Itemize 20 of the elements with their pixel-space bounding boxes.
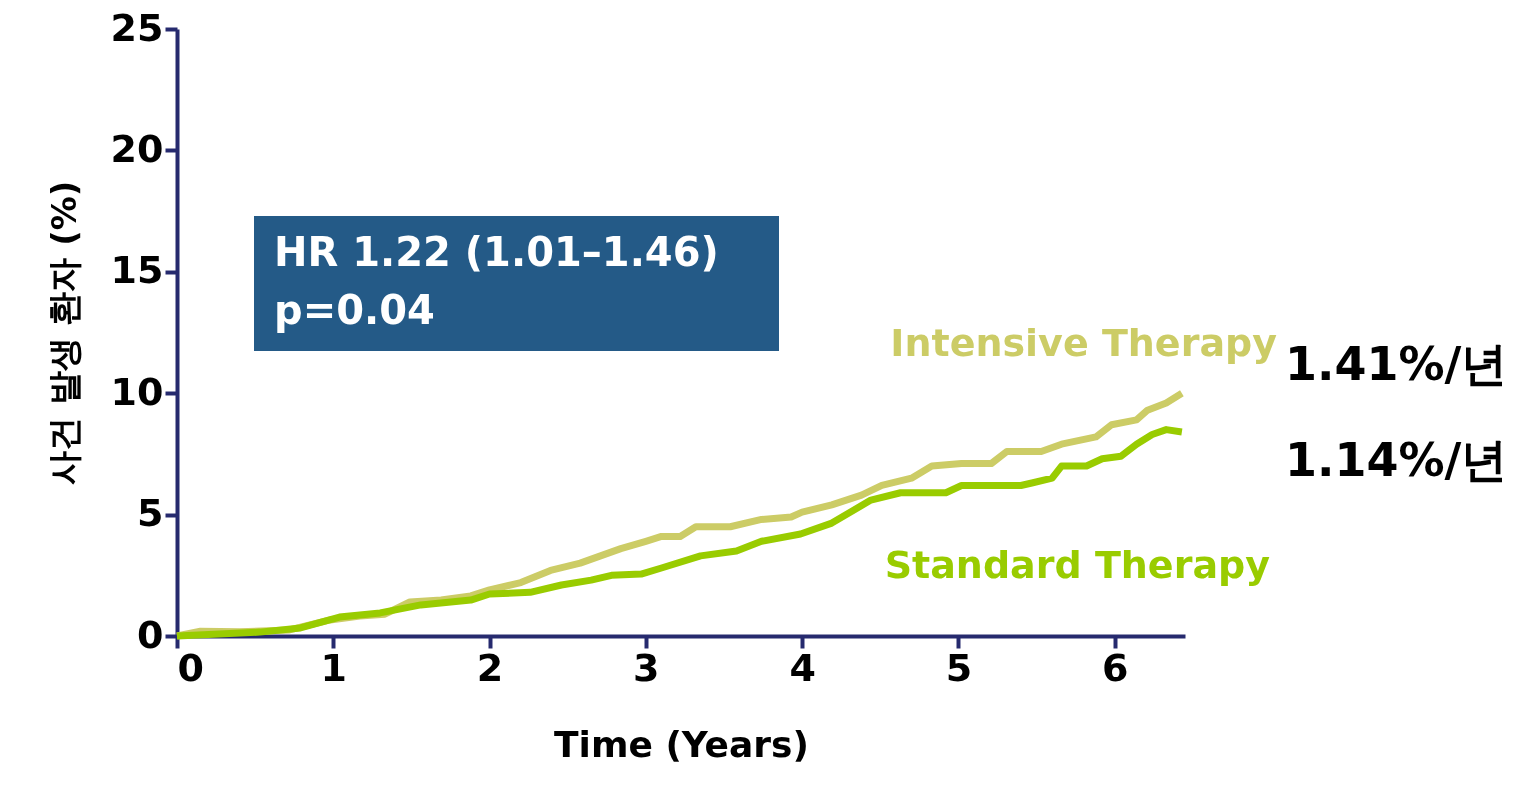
x-axis-title: Time (Years) — [554, 723, 809, 765]
series-label: Standard Therapy — [884, 543, 1271, 587]
x-tick-label: 6 — [1101, 645, 1129, 690]
y-tick-label: 15 — [110, 248, 164, 293]
x-tick-label: 2 — [476, 645, 504, 690]
y-tick-label: 0 — [137, 612, 164, 657]
text: 1.14%/년 — [1285, 433, 1508, 487]
x-tick-label: 4 — [789, 645, 816, 690]
annotation: HR 1.22 (1.01–1.46) p=0.04 — [274, 229, 719, 333]
y-tick-label: 5 — [137, 491, 164, 536]
text: 1.41%/년 — [1285, 337, 1508, 391]
y-axis-title: 사건 발생 환자 (%) — [43, 180, 84, 486]
x-tick-label: 3 — [633, 645, 660, 690]
y-tick-label: 20 — [110, 126, 164, 171]
x-tick-label: 5 — [945, 645, 973, 690]
x-tick-label: 0 — [177, 645, 204, 690]
y-tick-label: 10 — [110, 369, 164, 414]
text: Intensive Therapy — [890, 321, 1278, 365]
y-tick-label: 25 — [110, 5, 164, 50]
x-tick-label: 1 — [320, 645, 348, 690]
